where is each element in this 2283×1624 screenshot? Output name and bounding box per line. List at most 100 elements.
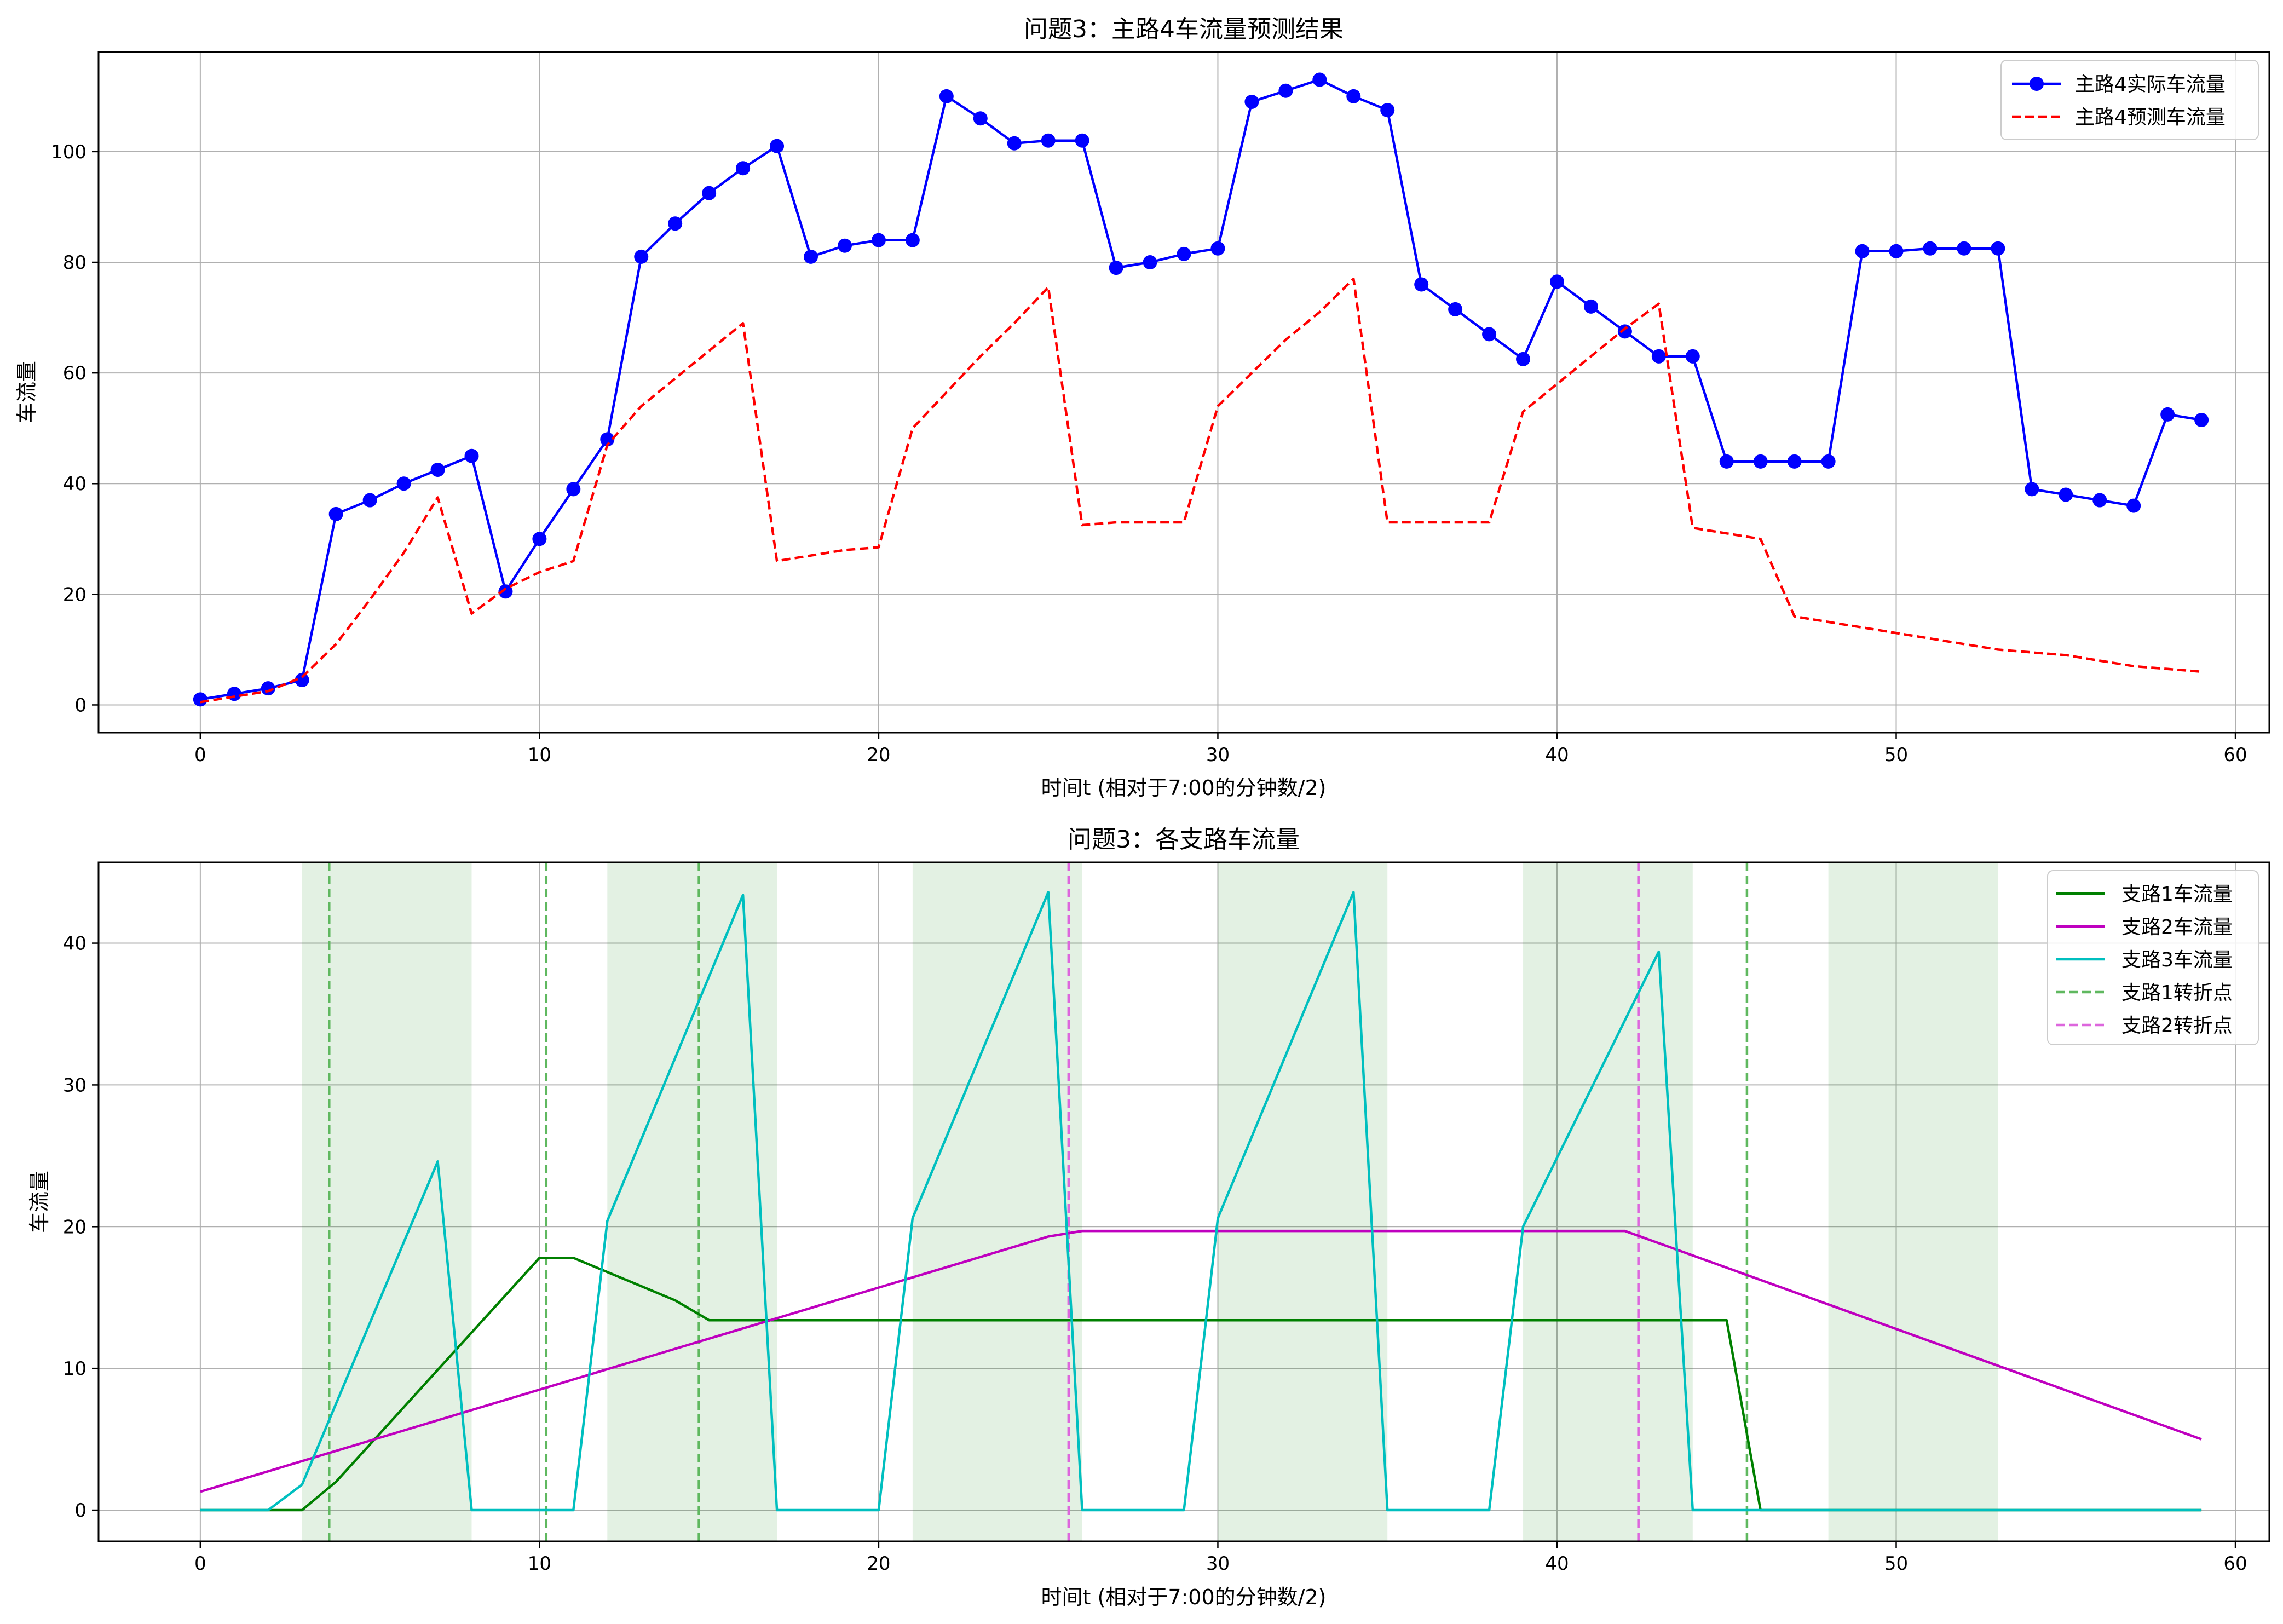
x-tick-label: 40 (1545, 1553, 1569, 1575)
data-point (430, 462, 445, 477)
data-point (532, 532, 547, 546)
data-point (227, 687, 241, 701)
data-point (600, 432, 615, 447)
data-point (1991, 241, 2005, 256)
data-point (1041, 133, 1056, 148)
data-point (1787, 454, 1802, 469)
x-tick-label: 40 (1545, 744, 1569, 766)
legend-label-branch2-turning: 支路2转折点 (2121, 1015, 2233, 1037)
legend: 主路4实际车流量 主路4预测车流量 (2000, 60, 2259, 140)
data-point (973, 111, 988, 126)
series-line-1 (200, 278, 2202, 704)
legend: 支路1车流量 支路2车流量 支路3车流量 支路1转折点 支路2转折点 (2047, 870, 2259, 1045)
legend-label-branch3: 支路3车流量 (2121, 949, 2233, 971)
x-tick-label: 60 (2223, 744, 2247, 766)
data-point (1516, 352, 1531, 366)
data-point (1346, 89, 1361, 103)
chart-title: 问题3：各支路车流量 (1068, 826, 1300, 854)
y-tick-label: 20 (63, 1216, 87, 1238)
data-point (1617, 324, 1632, 339)
data-point (1583, 299, 1598, 314)
data-point (1075, 133, 1089, 148)
data-point (2126, 498, 2141, 513)
x-tick-label: 60 (2223, 1553, 2247, 1575)
data-point (1957, 241, 1971, 256)
data-point (736, 161, 751, 176)
y-tick-label: 0 (74, 694, 87, 716)
data-point (1380, 103, 1395, 118)
y-tick-label: 40 (63, 473, 87, 495)
data-point (702, 186, 717, 200)
y-tick-label: 30 (63, 1074, 87, 1096)
data-point (295, 672, 309, 687)
data-point (1923, 241, 1938, 256)
data-point (193, 692, 207, 707)
legend-label-predicted: 主路4预测车流量 (2075, 106, 2226, 129)
y-tick-label: 80 (63, 252, 87, 274)
shaded-region (1828, 862, 1998, 1541)
data-point (1210, 241, 1225, 256)
data-point (566, 482, 581, 497)
y-tick-label: 100 (51, 141, 87, 163)
data-point (2092, 493, 2107, 508)
main-road-chart: 0 10 20 30 40 50 60 0 20 40 60 80 100 问题3：主路4车流量预测结果… (15, 15, 2270, 800)
plot-frame (97, 51, 2270, 734)
data-point (1651, 349, 1666, 364)
data-point (1549, 274, 1564, 289)
data-point (2059, 487, 2073, 502)
data-point (261, 681, 275, 696)
x-tick-label: 20 (867, 744, 890, 766)
branch-road-chart: 0 10 20 30 40 50 60 0 10 20 30 40 问题3：各支路车流量 时间t (相… (27, 826, 2270, 1609)
y-tick-label: 20 (63, 584, 87, 606)
data-point (1753, 454, 1768, 469)
plot-area (99, 862, 2269, 1541)
legend-label-branch2: 支路2车流量 (2121, 916, 2233, 938)
data-point (1821, 454, 1836, 469)
legend-label-actual: 主路4实际车流量 (2075, 73, 2226, 96)
data-point (2160, 407, 2175, 422)
shaded-region (1523, 862, 1693, 1541)
shaded-region (302, 862, 472, 1541)
data-point (905, 233, 920, 247)
y-tick-label: 10 (63, 1358, 87, 1380)
legend-box (2000, 60, 2259, 140)
data-point (1482, 327, 1497, 342)
data-point (362, 493, 377, 508)
data-point (804, 249, 818, 264)
y-axis-label: 车流量 (27, 1171, 51, 1233)
data-point (2025, 482, 2039, 497)
data-point (837, 238, 852, 253)
data-point (1685, 349, 1700, 364)
x-axis-label: 时间t (相对于7:00的分钟数/2) (1041, 1585, 1327, 1609)
x-tick-label: 50 (1884, 744, 1908, 766)
data-point (668, 216, 683, 231)
legend-label-branch1-turning: 支路1转折点 (2121, 982, 2233, 1004)
x-tick-label: 0 (194, 744, 206, 766)
data-point (396, 476, 411, 491)
chart-title: 问题3：主路4车流量预测结果 (1024, 15, 1344, 43)
data-point (1719, 454, 1734, 469)
data-point (770, 139, 785, 153)
data-point (634, 249, 649, 264)
data-point (1855, 244, 1870, 258)
data-point (871, 233, 886, 247)
data-point (1244, 94, 1259, 109)
legend-marker-actual (2030, 77, 2044, 91)
y-tick-label: 0 (74, 1500, 87, 1522)
y-tick-label: 60 (63, 362, 87, 384)
data-point (464, 448, 479, 463)
x-tick-label: 50 (1884, 1553, 1908, 1575)
data-point (1177, 246, 1191, 261)
data-point (1448, 302, 1463, 316)
data-point (1414, 277, 1429, 292)
data-point (498, 584, 513, 599)
y-axis-label: 车流量 (15, 361, 39, 423)
data-point (1109, 261, 1123, 275)
plot-area (99, 52, 2269, 733)
x-tick-label: 10 (528, 1553, 551, 1575)
x-tick-label: 20 (867, 1553, 890, 1575)
shaded-region (912, 862, 1082, 1541)
legend-box (2047, 870, 2259, 1045)
series-line-0 (200, 1257, 2202, 1512)
